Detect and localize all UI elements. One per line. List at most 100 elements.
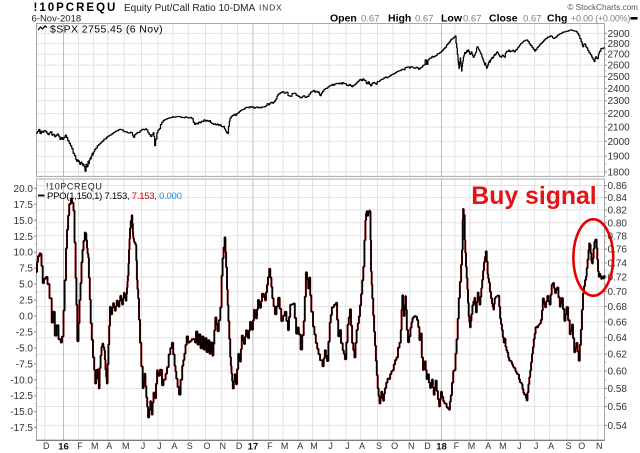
svg-text:J: J: [328, 441, 333, 451]
svg-text:0.86: 0.86: [608, 181, 628, 192]
svg-text:F: F: [267, 441, 273, 451]
svg-text:Open: Open: [330, 13, 357, 25]
svg-text:0.82: 0.82: [608, 206, 628, 217]
svg-text:0.70: 0.70: [608, 287, 628, 298]
svg-text:$SPX 2755.45 (6 Nov): $SPX 2755.45 (6 Nov): [50, 24, 163, 36]
svg-text:0.67: 0.67: [523, 14, 542, 25]
svg-text:High: High: [388, 13, 411, 25]
svg-text:D: D: [424, 441, 431, 451]
svg-text:O: O: [203, 441, 210, 451]
svg-text:J: J: [534, 441, 539, 451]
svg-text:!10PCREQU: !10PCREQU: [34, 2, 118, 14]
svg-text:0.0: 0.0: [19, 312, 33, 323]
svg-text:S: S: [187, 441, 193, 451]
svg-text:-10.0: -10.0: [10, 375, 33, 386]
svg-text:M: M: [468, 441, 476, 451]
svg-text:© StockCharts.com: © StockCharts.com: [567, 3, 638, 12]
svg-text:A: A: [171, 441, 177, 451]
svg-text:2800: 2800: [608, 39, 631, 50]
svg-text:S: S: [565, 441, 571, 451]
svg-text:15.0: 15.0: [14, 216, 34, 227]
svg-text:PPO(1,150,1) 7.153, 7.153, 0.0: PPO(1,150,1) 7.153, 7.153, 0.000: [47, 191, 182, 202]
svg-text:Chg: Chg: [547, 13, 567, 25]
svg-text:0.80: 0.80: [608, 218, 628, 229]
svg-text:2600: 2600: [608, 61, 631, 72]
svg-text:+0.00 (+0.00%): +0.00 (+0.00%): [571, 14, 630, 24]
svg-text:0.64: 0.64: [608, 333, 628, 344]
svg-text:N: N: [220, 441, 227, 451]
svg-text:0.58: 0.58: [608, 384, 628, 395]
svg-text:M: M: [91, 441, 99, 451]
svg-text:0.68: 0.68: [608, 302, 628, 313]
svg-text:2400: 2400: [608, 84, 631, 95]
svg-text:J: J: [517, 441, 522, 451]
svg-text:0.60: 0.60: [608, 367, 628, 378]
svg-text:Low: Low: [441, 13, 463, 25]
svg-text:20.0: 20.0: [14, 184, 34, 195]
svg-text:0.66: 0.66: [608, 317, 628, 328]
svg-text:5.0: 5.0: [19, 280, 33, 291]
svg-text:0.62: 0.62: [608, 350, 628, 361]
svg-text:Equity Put/Call Ratio 10-DMA: Equity Put/Call Ratio 10-DMA: [124, 3, 255, 14]
svg-text:0.67: 0.67: [463, 14, 482, 25]
svg-text:17: 17: [248, 442, 259, 453]
svg-text:-5.0: -5.0: [16, 343, 34, 354]
svg-text:7.5: 7.5: [19, 264, 33, 275]
svg-text:0.72: 0.72: [608, 273, 628, 284]
svg-text:0.76: 0.76: [608, 245, 628, 256]
svg-text:0.78: 0.78: [608, 231, 628, 242]
svg-text:A: A: [297, 441, 303, 451]
svg-text:!10PCREQU: !10PCREQU: [46, 182, 102, 192]
svg-text:J: J: [345, 441, 350, 451]
svg-text:N: N: [596, 441, 603, 451]
svg-text:O: O: [578, 441, 585, 451]
svg-text:1900: 1900: [608, 152, 631, 163]
svg-text:Buy signal: Buy signal: [471, 183, 596, 210]
svg-text:2900: 2900: [608, 29, 631, 40]
svg-text:2100: 2100: [608, 123, 631, 134]
svg-text:INDX: INDX: [259, 3, 283, 13]
svg-text:Close: Close: [489, 13, 518, 25]
svg-text:O: O: [391, 441, 398, 451]
svg-text:-17.5: -17.5: [10, 423, 33, 434]
svg-text:0.84: 0.84: [608, 193, 628, 204]
svg-text:-12.5: -12.5: [10, 391, 33, 402]
svg-text:6-Nov-2018: 6-Nov-2018: [32, 14, 82, 25]
svg-text:0.56: 0.56: [608, 402, 628, 413]
svg-text:0.74: 0.74: [608, 258, 628, 269]
svg-text:J: J: [141, 441, 146, 451]
svg-text:2300: 2300: [608, 96, 631, 107]
svg-text:0.67: 0.67: [415, 14, 434, 25]
svg-text:F: F: [77, 441, 83, 451]
svg-text:D: D: [236, 441, 243, 451]
svg-text:18: 18: [436, 442, 447, 453]
svg-text:-2.5: -2.5: [16, 327, 34, 338]
svg-text:A: A: [485, 441, 491, 451]
svg-text:S: S: [376, 441, 382, 451]
svg-text:17.5: 17.5: [14, 200, 34, 211]
svg-text:12.5: 12.5: [14, 232, 34, 243]
svg-text:M: M: [310, 441, 318, 451]
svg-text:A: A: [359, 441, 365, 451]
svg-text:10.0: 10.0: [14, 248, 34, 259]
svg-text:2500: 2500: [608, 72, 631, 83]
svg-text:16: 16: [58, 442, 69, 453]
svg-text:A: A: [548, 441, 554, 451]
svg-text:2000: 2000: [608, 137, 631, 148]
svg-text:N: N: [408, 441, 415, 451]
svg-text:2200: 2200: [608, 109, 631, 120]
svg-text:M: M: [281, 441, 289, 451]
svg-text:M: M: [122, 441, 130, 451]
svg-text:D: D: [43, 441, 50, 451]
svg-text:F: F: [454, 441, 460, 451]
svg-text:J: J: [157, 441, 162, 451]
svg-text:-7.5: -7.5: [16, 359, 34, 370]
svg-text:2.5: 2.5: [19, 296, 33, 307]
svg-text:1800: 1800: [608, 167, 631, 178]
svg-text:M: M: [499, 441, 507, 451]
svg-text:A: A: [106, 441, 112, 451]
svg-text:2700: 2700: [608, 50, 631, 61]
svg-text:0.67: 0.67: [361, 14, 380, 25]
svg-text:-15.0: -15.0: [10, 407, 33, 418]
svg-text:0.54: 0.54: [608, 421, 628, 432]
